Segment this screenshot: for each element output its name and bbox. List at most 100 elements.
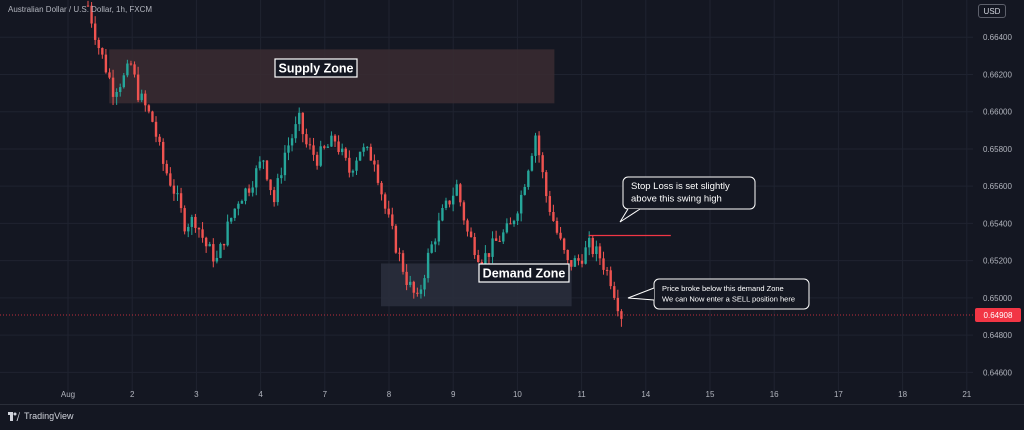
candle-body[interactable] [204, 237, 208, 247]
candle-body[interactable] [498, 240, 501, 242]
candle-body[interactable] [140, 93, 143, 101]
candle-body[interactable] [280, 175, 283, 179]
candle-body[interactable] [523, 187, 526, 195]
candle-body[interactable] [602, 258, 605, 270]
candle-body[interactable] [190, 216, 194, 227]
candle-body[interactable] [340, 148, 344, 153]
candle-body[interactable] [469, 231, 473, 238]
candle-body[interactable] [409, 281, 412, 285]
candle-body[interactable] [373, 160, 376, 165]
currency-button[interactable]: USD [978, 4, 1006, 18]
candle-body[interactable] [255, 168, 258, 188]
candle-body[interactable] [179, 193, 183, 209]
candle-body[interactable] [362, 147, 365, 152]
candle-body[interactable] [208, 244, 211, 247]
candle-body[interactable] [484, 253, 487, 268]
candle-body[interactable] [512, 220, 516, 225]
candle-body[interactable] [136, 74, 140, 101]
candle-body[interactable] [580, 260, 584, 264]
candle-body[interactable] [122, 75, 125, 88]
candle-body[interactable] [376, 164, 380, 183]
candle-body[interactable] [398, 252, 401, 254]
candle-body[interactable] [212, 244, 215, 262]
candle-body[interactable] [366, 146, 369, 148]
candle-body[interactable] [219, 243, 222, 258]
candle-body[interactable] [505, 223, 509, 233]
candle-body[interactable] [108, 72, 111, 78]
candle-body[interactable] [555, 220, 559, 233]
candle-body[interactable] [502, 232, 505, 242]
candle-body[interactable] [262, 160, 265, 162]
candle-body[interactable] [462, 202, 466, 221]
candle-body[interactable] [530, 155, 534, 171]
candle-body[interactable] [416, 292, 419, 294]
candle-body[interactable] [423, 278, 426, 290]
candle-body[interactable] [104, 54, 108, 73]
candle-body[interactable] [391, 214, 394, 226]
candle-body[interactable] [337, 141, 340, 153]
candle-body[interactable] [584, 247, 587, 264]
candle-body[interactable] [412, 281, 415, 293]
candle-body[interactable] [169, 173, 172, 186]
candle-body[interactable] [126, 63, 129, 76]
candle-body[interactable] [222, 243, 226, 246]
candle-body[interactable] [237, 203, 240, 209]
candle-body[interactable] [577, 258, 580, 261]
candle-body[interactable] [519, 194, 523, 214]
candle-body[interactable] [287, 145, 290, 153]
candle-body[interactable] [90, 5, 93, 24]
candle-body[interactable] [570, 260, 573, 267]
candle-body[interactable] [437, 220, 441, 242]
candle-body[interactable] [448, 200, 451, 205]
candle-body[interactable] [380, 182, 383, 195]
candle-body[interactable] [330, 135, 333, 147]
candle-body[interactable] [258, 161, 262, 169]
candle-body[interactable] [344, 148, 347, 158]
candle-body[interactable] [101, 48, 104, 55]
candle-body[interactable] [405, 271, 408, 285]
candle-body[interactable] [233, 208, 236, 218]
candle-body[interactable] [387, 208, 390, 215]
candle-body[interactable] [269, 179, 272, 191]
candle-body[interactable] [516, 213, 519, 221]
candle-body[interactable] [315, 154, 319, 166]
candle-body[interactable] [369, 146, 373, 161]
candle-body[interactable] [194, 216, 197, 228]
candle-body[interactable] [459, 184, 462, 203]
candle-body[interactable] [348, 157, 351, 173]
candle-body[interactable] [595, 246, 598, 255]
candle-body[interactable] [426, 252, 430, 279]
candle-body[interactable] [97, 39, 100, 49]
candle-body[interactable] [215, 257, 219, 262]
tradingview-brand[interactable]: TradingView [8, 411, 74, 421]
candle-body[interactable] [548, 196, 552, 212]
candle-body[interactable] [562, 238, 566, 250]
candle-body[interactable] [333, 135, 337, 142]
candle-body[interactable] [559, 232, 562, 239]
candle-body[interactable] [591, 237, 594, 255]
candle-body[interactable] [537, 135, 541, 156]
candle-body[interactable] [358, 151, 362, 161]
candle-body[interactable] [119, 87, 122, 92]
candle-body[interactable] [226, 221, 229, 246]
candle-body[interactable] [401, 253, 405, 272]
candle-body[interactable] [172, 185, 176, 194]
candle-body[interactable] [487, 253, 491, 257]
candle-body[interactable] [265, 160, 269, 180]
candle-body[interactable] [552, 211, 555, 221]
candle-body[interactable] [473, 237, 476, 256]
candle-body[interactable] [527, 170, 530, 188]
candle-body[interactable] [154, 121, 158, 137]
candle-body[interactable] [247, 188, 251, 193]
candle-body[interactable] [305, 134, 308, 145]
candle-body[interactable] [283, 152, 287, 176]
candle-body[interactable] [466, 220, 469, 232]
candle-body[interactable] [613, 286, 616, 298]
candle-body[interactable] [290, 138, 294, 146]
candle-body[interactable] [201, 229, 204, 238]
candle-body[interactable] [144, 93, 147, 106]
candle-body[interactable] [158, 136, 161, 142]
candle-body[interactable] [598, 246, 602, 259]
candle-body[interactable] [165, 163, 168, 174]
